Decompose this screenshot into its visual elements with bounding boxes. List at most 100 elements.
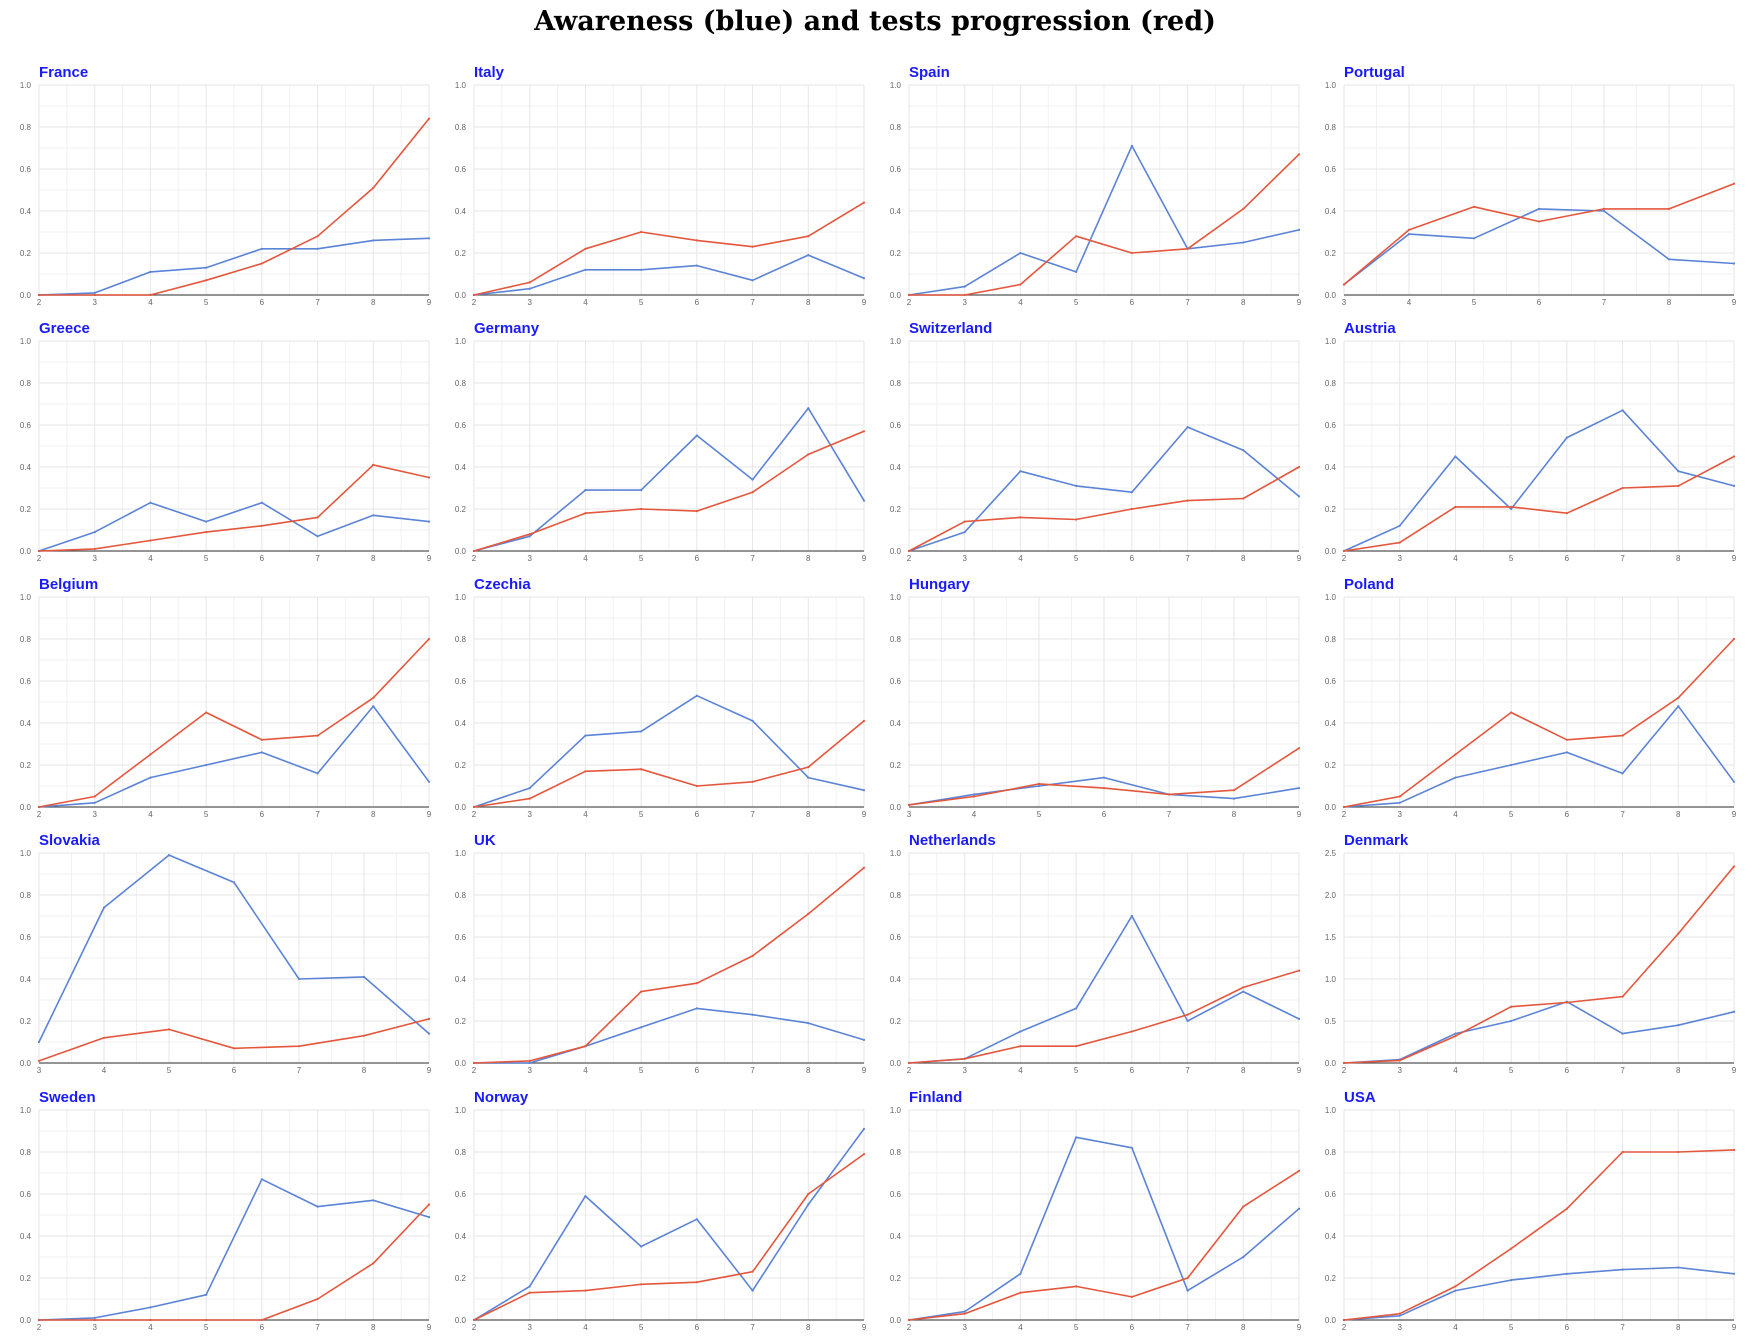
x-tick-label: 9 [862,554,867,563]
y-tick-label: 0.6 [890,933,902,942]
y-tick-label: 0.2 [20,761,32,770]
tests-point [1454,1285,1457,1288]
y-tick-label: 0.6 [455,933,467,942]
awareness-point [316,535,319,538]
x-tick-label: 4 [102,1066,107,1075]
x-tick-label: 9 [1297,810,1302,819]
awareness-point [862,1038,866,1041]
panel-title: Austria [1344,320,1396,337]
awareness-line [38,1178,430,1321]
awareness-line [908,1136,1300,1321]
chart-slovakia: 0.0 0.2 0.4 0.6 0.8 1.0 3 4 5 6 7 8 9 Slovakia [20,832,432,1075]
y-tick-label: 0.6 [20,933,32,942]
x-tick-label: 2 [472,810,477,819]
awareness-point [528,287,531,290]
y-tick-label: 0.0 [1325,1316,1337,1325]
awareness-point [1407,233,1411,236]
tests-point [472,1061,476,1065]
awareness-line [1343,1266,1735,1321]
tests-point [1565,738,1568,741]
x-tick-label: 5 [639,298,644,307]
awareness-point [93,1316,96,1319]
x-tick-label: 8 [1676,1323,1681,1332]
awareness-point [1454,1289,1457,1292]
awareness-point [640,489,643,492]
y-tick-label: 0.6 [1325,421,1337,430]
tests-point [1297,969,1301,972]
y-tick-label: 0.0 [890,803,902,812]
tests-point [695,982,698,985]
y-tick-label: 0.0 [20,291,32,300]
x-tick-label: 8 [806,554,811,563]
chart-uk: 0.0 0.2 0.4 0.6 0.8 1.0 2 3 4 5 6 7 8 9 UK [455,832,867,1075]
x-tick-label: 4 [1453,1323,1458,1332]
chart-italy: 0.0 0.2 0.4 0.6 0.8 1.0 2 3 4 5 6 7 8 9 Italy [455,64,867,307]
awareness-point [1732,262,1736,265]
y-tick-label: 0.6 [1325,1190,1337,1199]
awareness-point [1677,705,1680,708]
y-tick-label: 0.2 [20,1017,32,1026]
x-tick-label: 3 [1397,1066,1402,1075]
x-tick-label: 6 [260,1323,265,1332]
x-tick-label: 8 [371,298,376,307]
tests-point [584,512,587,515]
y-tick-label: 0.6 [890,421,902,430]
tests-point [372,1262,375,1265]
y-tick-label: 0.0 [890,1316,902,1325]
tests-point [1242,1205,1245,1208]
awareness-point [1732,484,1736,487]
x-tick-label: 8 [806,810,811,819]
awareness-point [807,254,810,257]
y-tick-label: 0.0 [890,1059,902,1068]
chart-germany: 0.0 0.2 0.4 0.6 0.8 1.0 2 3 4 5 6 7 8 9 Germany [455,320,867,563]
y-tick-label: 1.0 [1325,337,1337,346]
tests-point [1565,1207,1568,1210]
tests-point [862,719,866,723]
awareness-point [1232,797,1236,800]
x-tick-label: 6 [1130,298,1135,307]
tests-point [528,797,531,800]
x-tick-label: 6 [1565,1323,1570,1332]
y-tick-label: 0.6 [455,1190,467,1199]
x-tick-label: 8 [1241,298,1246,307]
tests-point [1732,637,1736,641]
x-tick-label: 3 [527,298,532,307]
awareness-point [1537,207,1541,210]
awareness-point [1297,1017,1301,1021]
x-tick-label: 5 [1509,554,1514,563]
tests-point [1297,747,1301,750]
y-tick-label: 0.6 [455,165,467,174]
tests-point [472,293,476,297]
x-tick-label: 7 [1620,810,1625,819]
tests-point [93,547,96,551]
x-tick-label: 3 [1397,1323,1402,1332]
awareness-point [93,531,96,534]
y-tick-label: 0.4 [890,463,902,472]
awareness-line [38,705,430,808]
tests-point [1342,549,1346,553]
tests-point [1667,207,1671,210]
x-tick-label: 7 [1185,1323,1190,1332]
awareness-point [1454,455,1457,458]
tests-point [1398,795,1401,798]
awareness-point [205,1293,208,1296]
awareness-line [1343,409,1735,552]
tests-point [1398,1059,1401,1062]
y-tick-label: 0.2 [455,505,467,514]
y-tick-label: 0.0 [20,547,32,556]
y-tick-label: 1.0 [1325,1106,1337,1115]
tests-point [1510,505,1513,508]
x-tick-label: 8 [362,1066,367,1075]
tests-point [1075,1045,1078,1048]
awareness-point [1398,524,1401,527]
chart-poland: 0.0 0.2 0.4 0.6 0.8 1.0 2 3 4 5 6 7 8 9 Poland [1325,576,1737,819]
tests-point [1130,507,1133,511]
awareness-point [149,501,152,504]
tests-point [1342,283,1346,286]
awareness-point [963,531,966,534]
awareness-point [372,239,375,242]
awareness-point [1510,1279,1513,1282]
tests-point [316,734,319,737]
awareness-point [751,279,754,282]
y-tick-label: 0.8 [20,891,32,900]
